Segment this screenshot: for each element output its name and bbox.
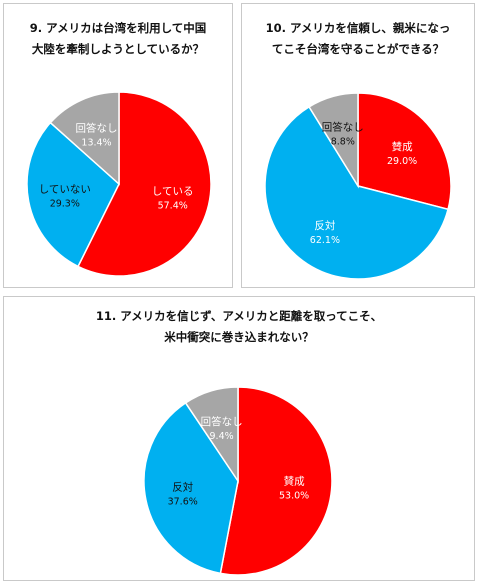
pie-chart-q9: している 57.4% していない 29.3% 回答なし 13.4% bbox=[26, 91, 212, 277]
chart-title-line-1: 10. アメリカを信頼し、親米になっ bbox=[265, 21, 451, 35]
pie-slice-3 bbox=[49, 91, 120, 186]
slice-value-label-3: 8.8% bbox=[331, 136, 355, 147]
slice-label-2: 反対 bbox=[314, 219, 335, 232]
slice-value-label-2: 62.1% bbox=[310, 235, 340, 246]
slice-value-label-2: 29.3% bbox=[50, 198, 80, 209]
pie-slice-1 bbox=[357, 92, 452, 211]
slice-label-3: 回答なし bbox=[322, 120, 364, 133]
slice-label-3: 回答なし bbox=[76, 122, 118, 135]
pie-slice-3 bbox=[308, 92, 359, 189]
slice-label-3: 回答なし bbox=[201, 415, 243, 428]
chart-panel-q11: 11. アメリカを信じず、アメリカと距離を取ってこそ、 米中衝突に巻き込まれない… bbox=[3, 296, 475, 581]
chart-title: 10. アメリカを信頼し、親米になっ てこそ台湾を守ることができる？ bbox=[242, 18, 474, 60]
pie-slice-2 bbox=[26, 121, 120, 268]
slice-label-2: 反対 bbox=[172, 480, 193, 493]
pie-slice-1 bbox=[219, 386, 333, 576]
chart-title-line-2: てこそ台湾を守ることができる？ bbox=[271, 42, 445, 56]
slice-label-1: している bbox=[152, 186, 194, 198]
slice-label-1: 賛成 bbox=[284, 474, 305, 487]
chart-title-line-1: 11. アメリカを信じず、アメリカと距離を取ってこそ、 bbox=[95, 309, 383, 323]
chart-title-line-2: 米中衝突に巻き込まれない？ bbox=[164, 330, 314, 344]
pie-slice-3 bbox=[184, 386, 239, 484]
slice-value-label-1: 57.4% bbox=[158, 201, 188, 212]
slice-label-2: していない bbox=[39, 183, 91, 195]
pie-slice-1 bbox=[77, 91, 212, 277]
chart-title: 11. アメリカを信じず、アメリカと距離を取ってこそ、 米中衝突に巻き込まれない… bbox=[4, 306, 474, 348]
slice-value-label-3: 13.4% bbox=[81, 138, 111, 149]
pie-slice-2 bbox=[143, 401, 239, 575]
chart-panel-q10: 10. アメリカを信頼し、親米になっ てこそ台湾を守ることができる？ 賛成 29.… bbox=[241, 3, 475, 288]
chart-title: 9. アメリカは台湾を利用して中国 大陸を牽制しようとしているか？ bbox=[4, 18, 232, 60]
pie-slice-2 bbox=[264, 105, 449, 280]
slice-value-label-3: 9.4% bbox=[210, 431, 234, 442]
slice-label-1: 賛成 bbox=[392, 140, 413, 153]
slice-value-label-2: 37.6% bbox=[168, 496, 198, 507]
slice-value-label-1: 29.0% bbox=[387, 156, 417, 167]
slice-value-label-1: 53.0% bbox=[279, 490, 309, 501]
pie-chart-q11: 賛成 53.0% 反対 37.6% 回答なし 9.4% bbox=[143, 386, 333, 576]
chart-title-line-1: 9. アメリカは台湾を利用して中国 bbox=[29, 21, 207, 35]
chart-panel-q9: 9. アメリカは台湾を利用して中国 大陸を牽制しようとしているか？ している 57… bbox=[3, 3, 233, 288]
pie-chart-q10: 賛成 29.0% 反対 62.1% 回答なし 8.8% bbox=[264, 92, 452, 280]
chart-title-line-2: 大陸を牽制しようとしているか？ bbox=[31, 42, 205, 56]
